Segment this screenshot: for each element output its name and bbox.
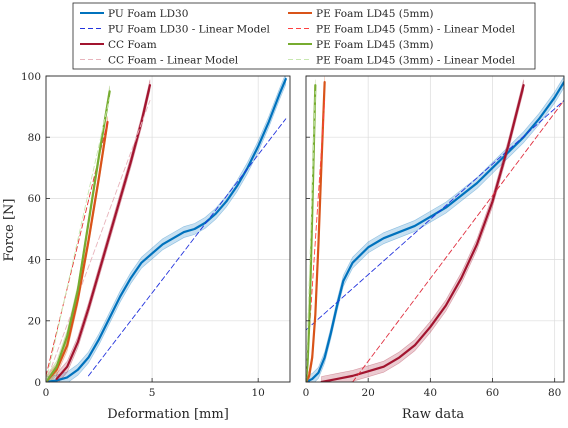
line-pe-foam-ld45-5mm xyxy=(306,81,326,382)
x-tick-label: 40 xyxy=(424,387,437,399)
series-group xyxy=(46,76,287,382)
legend-label-pe-foam-ld45-3mm-linear-model: PE Foam LD45 (3mm) - Linear Model xyxy=(316,54,516,66)
x-tick-label: 20 xyxy=(361,387,374,399)
axes-box xyxy=(305,75,565,383)
plot-area xyxy=(306,76,564,382)
line-pe-foam-ld45-3mm-linear-model xyxy=(46,96,111,382)
line-pu-foam-ld30 xyxy=(306,81,564,382)
band-pu-foam-ld30 xyxy=(46,76,287,382)
band-cc-foam xyxy=(321,79,524,382)
line-pu-foam-ld30 xyxy=(46,77,287,382)
x-tick-label: 0 xyxy=(43,387,50,399)
legend-label-pu-foam-ld30-linear-model: PU Foam LD30 - Linear Model xyxy=(108,23,271,35)
x-tick-label: 10 xyxy=(251,387,264,399)
x-tick-label: 80 xyxy=(548,387,561,399)
band-cc-foam xyxy=(56,79,151,382)
axes-box xyxy=(45,75,291,383)
legend-label-cc-foam: CC Foam xyxy=(108,39,157,51)
y-tick-label: 60 xyxy=(28,193,41,205)
legend-label-pu-foam-ld30: PU Foam LD30 xyxy=(108,8,188,20)
y-tick-label: 80 xyxy=(28,132,41,144)
legend-label-pe-foam-ld45-3mm: PE Foam LD45 (3mm) xyxy=(316,39,434,51)
y-tick-label: 100 xyxy=(21,71,41,83)
x-tick-label: 0 xyxy=(303,387,310,399)
line-pe-foam-ld45-3mm xyxy=(46,90,111,382)
line-cc-foam-linear-model xyxy=(46,100,151,382)
line-pu-foam-ld30-linear-model xyxy=(306,100,564,331)
plot-area xyxy=(46,76,290,382)
y-axis-label: Force [N] xyxy=(2,199,17,262)
legend: PU Foam LD30 PE Foam LD45 (5mm) PU Foam LD… xyxy=(72,2,536,70)
band-pu-foam-ld30 xyxy=(306,76,564,382)
series-group xyxy=(306,76,564,382)
line-pe-foam-ld45-3mm-linear-model xyxy=(306,90,316,382)
x-axis-label-right: Raw data xyxy=(402,407,464,422)
line-pe-foam-ld45-5mm xyxy=(46,120,109,382)
right-plot: 0 20 40 60 80 xyxy=(303,75,565,399)
line-cc-foam-linear-model xyxy=(352,100,564,382)
x-axis-label-left: Deformation [mm] xyxy=(107,407,229,422)
x-tick-label: 60 xyxy=(486,387,499,399)
line-pu-foam-ld30-linear-model xyxy=(87,118,287,377)
y-tick-label: 40 xyxy=(28,254,41,266)
line-pe-foam-ld45-5mm-linear-model xyxy=(306,100,326,382)
legend-label-pe-foam-ld45-5mm-linear-model: PE Foam LD45 (5mm) - Linear Model xyxy=(316,23,516,35)
legend-label-cc-foam-linear-model: CC Foam - Linear Model xyxy=(108,54,239,66)
y-tick-label: 0 xyxy=(34,377,41,389)
y-tick-label: 20 xyxy=(28,316,41,328)
line-cc-foam xyxy=(55,84,152,381)
x-tick-label: 5 xyxy=(149,387,156,399)
line-cc-foam xyxy=(320,84,525,382)
legend-label-pe-foam-ld45-5mm: PE Foam LD45 (5mm) xyxy=(316,8,434,20)
